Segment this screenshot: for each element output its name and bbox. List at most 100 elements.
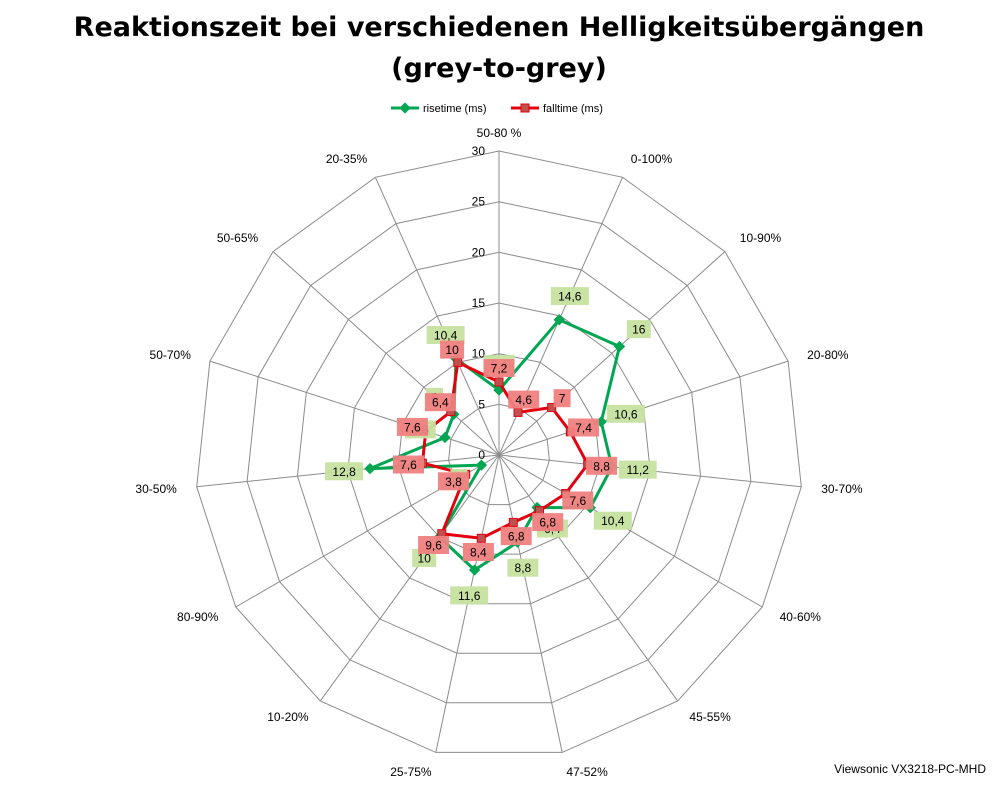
radial-tick-label: 5 — [478, 397, 485, 411]
data-label: 8,8 — [593, 459, 610, 473]
data-label-bg — [393, 455, 424, 474]
data-label-bg — [325, 462, 364, 481]
radial-tick-label: 25 — [472, 195, 486, 209]
category-label: 0-100% — [631, 152, 673, 166]
category-label: 25-75% — [390, 765, 432, 779]
grid-spoke — [498, 251, 726, 456]
data-label-bg — [462, 543, 494, 561]
data-point-marker — [453, 357, 463, 367]
data-label-bg — [626, 320, 651, 339]
data-point-marker — [468, 564, 481, 576]
radial-tick-label: 20 — [472, 245, 486, 259]
legend-label: risetime (ms) — [423, 103, 487, 115]
data-label: 4,6 — [515, 393, 532, 407]
data-label: 7,4 — [575, 421, 592, 435]
data-label: 8,4 — [470, 546, 487, 560]
data-label-bg — [550, 287, 589, 306]
data-label: 14,6 — [558, 290, 582, 304]
category-label: 50-80 % — [477, 126, 522, 140]
radial-tick-label: 15 — [472, 296, 486, 310]
data-label: 7,6 — [569, 494, 586, 508]
category-label: 80-90% — [177, 610, 219, 624]
data-label: 6,4 — [432, 396, 449, 410]
data-label-bg — [438, 472, 469, 491]
legend-label: falltime (ms) — [543, 103, 603, 115]
radial-tick-label: 30 — [472, 144, 486, 158]
chart-title: Reaktionszeit bei verschiedenen Helligke… — [73, 12, 925, 43]
grid-ring — [448, 403, 550, 506]
radial-tick-label: 0 — [478, 448, 485, 462]
data-label: 7,6 — [400, 458, 417, 472]
category-label: 30-50% — [135, 482, 177, 496]
data-label-bg — [568, 418, 600, 437]
data-point-marker — [513, 407, 523, 417]
data-point-marker — [553, 314, 565, 326]
data-label: 7,6 — [404, 420, 421, 434]
data-label-bg — [532, 513, 564, 532]
category-label: 10-90% — [740, 231, 782, 245]
series-line — [368, 318, 621, 572]
category-labels: 50-80 % 0-100% 10-90% 20-80% 30-70% 40-60% 45-… — [135, 126, 862, 779]
watermark-text: Viewsonic VX3218-PC-MHD — [834, 762, 986, 776]
data-label-bg — [508, 390, 540, 409]
data-label-bg — [618, 460, 657, 479]
radar-grid — [196, 150, 802, 753]
data-point-marker — [508, 517, 518, 527]
category-label: 30-70% — [821, 482, 863, 496]
data-label-bg — [593, 511, 632, 530]
data-label-bg — [426, 326, 465, 344]
data-labels: 6,414,61610,611,210,46,48,811,610212,85,… — [325, 287, 657, 605]
category-label: 47-52% — [566, 765, 608, 779]
data-label: 11,2 — [626, 463, 649, 477]
data-label-bg — [586, 456, 618, 475]
grid-spoke — [374, 177, 500, 456]
data-label: 9,6 — [425, 539, 442, 553]
grid-ring — [246, 201, 752, 704]
data-label: 7,2 — [491, 362, 508, 376]
grid-spoke — [209, 360, 500, 456]
data-point-marker — [476, 533, 486, 543]
data-label-bg — [418, 536, 450, 554]
grid-spoke — [272, 251, 500, 456]
data-label-bg — [507, 558, 539, 577]
data-label-bg — [606, 404, 645, 423]
category-label: 50-70% — [150, 348, 192, 362]
data-point-marker — [613, 340, 626, 353]
chart-subtitle: (grey-to-grey) — [391, 53, 607, 84]
data-label: 10 — [418, 552, 432, 566]
data-point-marker — [547, 403, 557, 412]
data-label-bg — [450, 586, 489, 605]
category-label: 10-20% — [267, 710, 309, 724]
legend-marker — [520, 103, 530, 113]
data-label: 8,8 — [515, 561, 532, 575]
radial-tick-label: 10 — [472, 347, 486, 361]
category-label: 45-55% — [689, 710, 731, 724]
data-label: 10,4 — [601, 514, 625, 528]
data-label: 10 — [445, 343, 459, 357]
data-label: 11,6 — [458, 589, 481, 603]
category-label: 50-65% — [217, 231, 259, 245]
grid-ring — [196, 150, 802, 753]
data-label-bg — [483, 359, 515, 377]
data-label-bg — [424, 393, 456, 412]
data-label: 6,8 — [539, 516, 556, 530]
series-line — [420, 360, 590, 540]
data-label-bg — [396, 417, 428, 436]
data-label-bg — [553, 389, 571, 408]
data-point-marker — [439, 431, 451, 444]
grid-ring — [347, 302, 651, 605]
data-point-marker — [364, 462, 376, 475]
data-label-bg — [562, 491, 594, 510]
data-label: 7 — [559, 392, 566, 406]
data-label: 10,6 — [614, 407, 638, 421]
radial-tick-labels: 0 5 10 15 20 25 30 — [472, 144, 486, 462]
grid-spoke — [498, 454, 679, 702]
data-label: 3,8 — [445, 475, 462, 489]
data-label-bg — [440, 340, 465, 359]
data-label: 12,8 — [332, 465, 356, 479]
grid-ring — [296, 251, 702, 654]
category-label: 20-35% — [326, 152, 368, 166]
category-label: 40-60% — [780, 610, 822, 624]
legend: risetime (ms) falltime (ms) — [391, 102, 603, 115]
data-label: 10,4 — [434, 329, 458, 343]
